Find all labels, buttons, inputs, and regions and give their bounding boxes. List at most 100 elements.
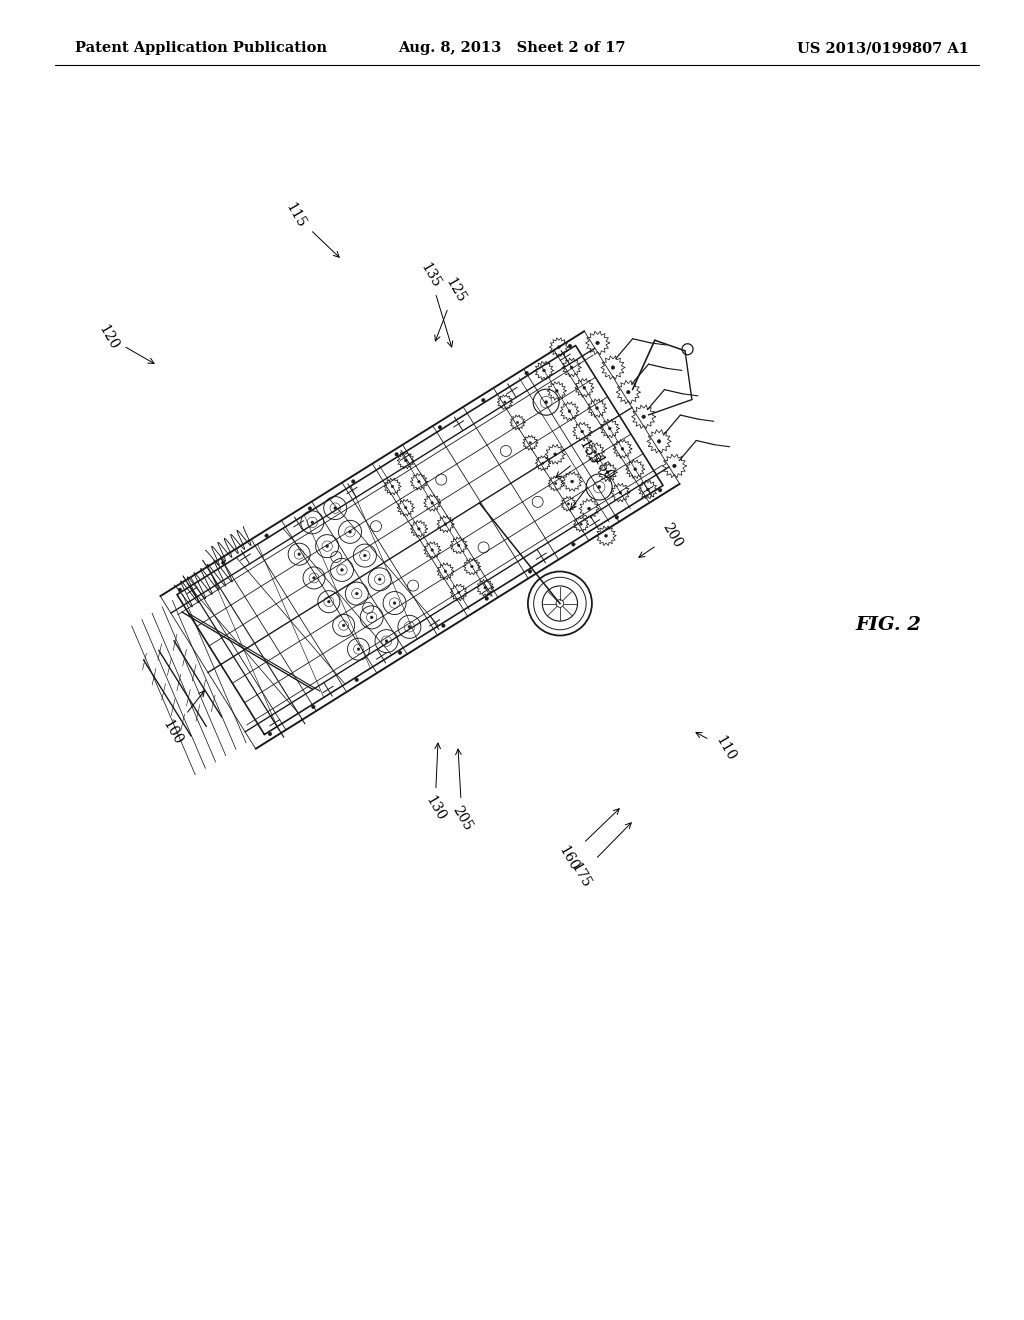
Circle shape [268, 733, 271, 735]
Circle shape [398, 651, 401, 655]
Circle shape [404, 507, 407, 510]
Circle shape [351, 479, 355, 483]
Circle shape [311, 521, 313, 524]
Circle shape [371, 616, 373, 619]
Circle shape [525, 371, 528, 375]
Text: 135: 135 [418, 260, 452, 346]
Circle shape [557, 346, 560, 348]
Circle shape [596, 407, 598, 409]
Text: 160: 160 [555, 810, 618, 873]
Circle shape [615, 516, 618, 519]
Text: Patent Application Publication: Patent Application Publication [75, 41, 327, 55]
Circle shape [580, 523, 583, 525]
Circle shape [567, 503, 569, 506]
Circle shape [391, 486, 393, 488]
Circle shape [265, 533, 268, 537]
Circle shape [642, 414, 645, 418]
Text: 155: 155 [557, 437, 601, 477]
Circle shape [364, 554, 367, 557]
Circle shape [528, 570, 531, 573]
Text: 200: 200 [640, 520, 685, 557]
Circle shape [596, 341, 599, 345]
Circle shape [618, 491, 622, 494]
Circle shape [627, 391, 630, 393]
Circle shape [342, 624, 345, 627]
Circle shape [334, 507, 337, 510]
Text: 150: 150 [571, 453, 614, 508]
Circle shape [393, 602, 396, 605]
Circle shape [673, 465, 676, 467]
Circle shape [606, 471, 609, 474]
Text: 120: 120 [95, 322, 153, 363]
Circle shape [545, 401, 548, 404]
Circle shape [481, 399, 485, 403]
Circle shape [404, 459, 407, 462]
Text: 130: 130 [422, 744, 447, 822]
Circle shape [341, 569, 343, 572]
Circle shape [418, 528, 420, 531]
Circle shape [431, 502, 433, 504]
Circle shape [471, 565, 473, 568]
Circle shape [355, 678, 358, 681]
Circle shape [646, 488, 649, 491]
Circle shape [311, 705, 315, 709]
Circle shape [357, 648, 359, 651]
Circle shape [458, 591, 460, 594]
Circle shape [529, 442, 531, 444]
Circle shape [328, 601, 330, 603]
Circle shape [504, 401, 506, 403]
Circle shape [484, 586, 486, 589]
Circle shape [556, 599, 564, 607]
Circle shape [583, 387, 586, 389]
Circle shape [621, 447, 624, 450]
Text: 100: 100 [160, 692, 204, 747]
Circle shape [555, 389, 558, 392]
Circle shape [441, 624, 445, 627]
Circle shape [298, 553, 300, 556]
Text: Aug. 8, 2013   Sheet 2 of 17: Aug. 8, 2013 Sheet 2 of 17 [398, 41, 626, 55]
Circle shape [598, 486, 601, 488]
Circle shape [485, 597, 488, 601]
Circle shape [555, 482, 557, 484]
Text: 115: 115 [283, 201, 338, 256]
Circle shape [418, 480, 420, 483]
Circle shape [542, 462, 544, 465]
Circle shape [438, 425, 441, 429]
Circle shape [444, 523, 446, 525]
Circle shape [378, 578, 381, 581]
Circle shape [348, 531, 351, 533]
Text: 110: 110 [697, 733, 737, 763]
Circle shape [221, 561, 225, 565]
Circle shape [395, 453, 398, 457]
Circle shape [571, 543, 575, 546]
Circle shape [444, 570, 446, 573]
Circle shape [408, 626, 411, 628]
Circle shape [568, 345, 571, 348]
Circle shape [658, 488, 662, 492]
Circle shape [604, 535, 607, 537]
Circle shape [657, 440, 660, 444]
Circle shape [581, 430, 584, 433]
Circle shape [312, 577, 315, 579]
Circle shape [588, 507, 591, 510]
Circle shape [431, 549, 433, 552]
Circle shape [355, 593, 358, 595]
Text: 125: 125 [436, 275, 468, 339]
Circle shape [308, 507, 311, 511]
Circle shape [554, 453, 557, 455]
Circle shape [543, 370, 546, 372]
Circle shape [385, 640, 388, 643]
Circle shape [568, 409, 571, 413]
Circle shape [178, 587, 181, 591]
Circle shape [326, 545, 329, 548]
Circle shape [594, 450, 596, 453]
Circle shape [608, 428, 611, 430]
Circle shape [570, 366, 573, 368]
Circle shape [611, 366, 614, 370]
Text: 205: 205 [450, 751, 475, 833]
Text: US 2013/0199807 A1: US 2013/0199807 A1 [797, 41, 969, 55]
Circle shape [634, 467, 637, 471]
Circle shape [458, 544, 460, 546]
Text: 175: 175 [567, 824, 630, 890]
Circle shape [516, 421, 519, 424]
